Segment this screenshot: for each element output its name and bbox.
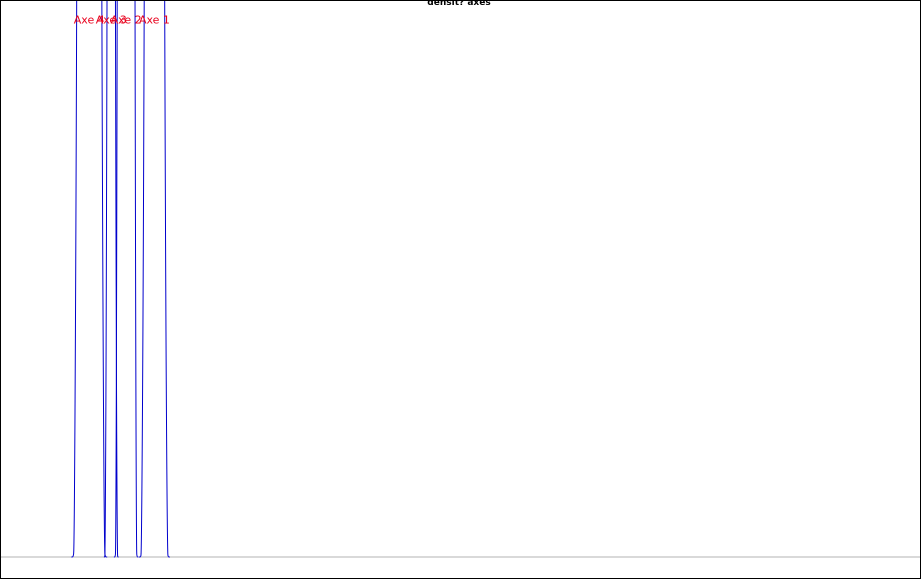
curve-label-2: Axe 2 <box>111 13 142 26</box>
curve-label-1: Axe 1 <box>139 13 170 26</box>
density-curve-3 <box>103 0 119 558</box>
curve-label-3: Axe 3 <box>96 13 127 26</box>
density-curves <box>71 0 170 558</box>
curve-label-4: Axe 4 <box>74 13 105 26</box>
chart-title: densit? axes <box>427 0 490 8</box>
density-curve-1 <box>138 0 170 558</box>
